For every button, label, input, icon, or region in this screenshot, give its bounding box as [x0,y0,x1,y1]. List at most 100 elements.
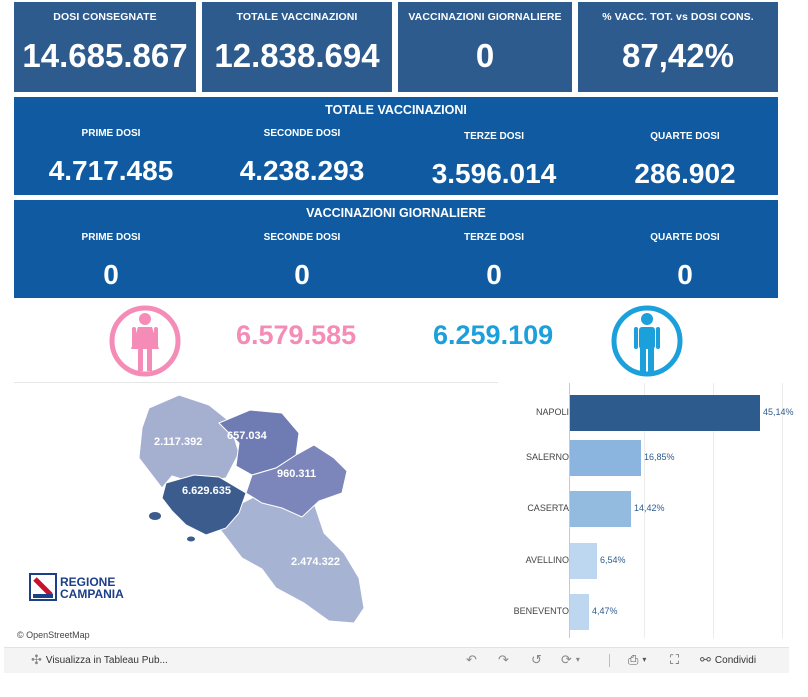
kpi-label: VACCINAZIONI GIORNALIERE [408,11,562,23]
regione-campania-logo-text: REGIONE CAMPANIA [60,576,124,600]
logo-line: CAMPANIA [60,587,124,601]
view-in-tableau-public-link[interactable]: ✣ Visualizza in Tableau Pub... [31,652,168,667]
redo-button[interactable]: ↷ [498,653,509,666]
fullscreen-button[interactable]: ⛶ [670,652,680,667]
share-label: Condividi [714,654,757,666]
kpi-dosi-consegnate: DOSI CONSEGNATE 14.685.867 [14,2,196,92]
bar-row[interactable]: BENEVENTO 4,47% [505,594,787,630]
stat-value: 0 [103,259,119,290]
bar-gridline [782,383,783,638]
toolbar-divider [609,654,610,667]
bar[interactable] [570,594,589,630]
panel-title: TOTALE VACCINAZIONI [325,103,467,117]
stat-value: 0 [677,259,693,290]
benevento-value: 657.034 [227,430,267,442]
caserta-value: 2.117.392 [154,436,203,448]
tableau-toolbar: ✣ Visualizza in Tableau Pub... ↶ ↷ ↺ ⟳ ▾ … [4,647,789,673]
bar-category-label: BENEVENTO [513,606,569,616]
stat-value: 0 [294,259,310,290]
kpi-value: 0 [475,37,495,74]
male-person-icon [611,305,683,377]
panel-title: VACCINAZIONI GIORNALIERE [306,206,486,220]
bar-row[interactable]: AVELLINO 6,54% [505,543,787,579]
napoli-value: 6.629.635 [182,485,231,497]
island-ischia[interactable] [149,512,161,520]
fullscreen-icon: ⛶ [670,652,680,667]
province-napoli[interactable] [161,474,247,536]
view-in-tableau-label: Visualizza in Tableau Pub... [45,654,168,666]
stat-value: 0 [486,259,502,290]
bar[interactable] [570,395,760,431]
island-capri[interactable] [187,536,195,542]
bar[interactable] [570,491,631,527]
revert-button[interactable]: ↺ [531,652,542,667]
prime-dosi-stat: PRIME DOSI 4.717.485 [16,128,206,187]
undo-button[interactable]: ↶ [466,653,477,666]
tableau-logo-icon: ✣ [31,652,42,667]
refresh-button[interactable]: ⟳ ▾ [561,652,580,667]
quarte-dosi-stat: QUARTE DOSI 0 [590,232,780,291]
map-attribution[interactable]: © OpenStreetMap [17,630,90,640]
bar-category-label: NAPOLI [535,407,569,417]
bar-value-label: 16,85% [644,452,675,462]
kpi-label: TOTALE VACCINAZIONI [236,11,358,23]
stat-label: PRIME DOSI [81,128,141,139]
quarte-dosi-stat: QUARTE DOSI 286.902 [590,131,780,190]
female-person-icon [109,305,181,377]
kpi-value: 12.838.694 [214,37,380,74]
bar-row[interactable]: NAPOLI 45,14% [505,395,794,431]
province-bar-chart: NAPOLI 45,14% SALERNO 16,85% CASERTA 14,42% AV… [505,383,794,638]
kpi-value: 87,42% [622,37,734,74]
female-total: 6.579.585 [236,320,357,350]
province-avellino[interactable] [245,444,348,518]
bar-value-label: 14,42% [634,503,665,513]
download-icon: ⎙ [628,652,639,667]
bar[interactable] [570,440,641,476]
bar-gridline [644,383,645,638]
bar-axis [569,383,570,638]
kpi-label: DOSI CONSEGNATE [53,11,157,23]
regione-campania-logo-icon [29,573,57,601]
prime-dosi-stat: PRIME DOSI 0 [16,232,206,291]
bar-row[interactable]: CASERTA 14,42% [505,491,787,527]
stat-value: 4.238.293 [239,155,365,186]
share-button[interactable]: ⚯ Condividi [700,652,757,667]
bar-row[interactable]: SALERNO 16,85% [505,440,787,476]
stat-label: TERZE DOSI [463,131,524,142]
bar-value-label: 45,14% [763,407,794,417]
totale-vaccinazioni-panel: TOTALE VACCINAZIONI PRIME DOSI 4.717.485… [14,97,778,195]
terze-dosi-stat: TERZE DOSI 3.596.014 [399,131,589,190]
chevron-down-icon: ▾ [575,655,580,664]
stat-label: SECONDE DOSI [263,128,341,139]
share-icon: ⚯ [700,652,711,667]
refresh-icon: ⟳ [561,652,572,667]
map-shapes [138,394,365,624]
chevron-down-icon: ▾ [642,655,647,664]
revert-icon: ↺ [531,652,542,667]
male-total: 6.259.109 [433,320,554,350]
stat-value: 286.902 [634,158,736,189]
bar-category-label: SALERNO [525,452,569,462]
bar-gridline [713,383,714,638]
campania-map[interactable]: 2.117.392 657.034 960.311 6.629.635 2.47… [14,382,498,640]
bar-category-label: AVELLINO [525,555,569,565]
bar-category-label: CASERTA [527,503,569,513]
download-button[interactable]: ⎙ ▾ [628,652,647,667]
stat-label: TERZE DOSI [463,232,524,243]
stat-value: 4.717.485 [48,155,174,186]
logo-line: REGIONE [60,575,116,589]
terze-dosi-stat: TERZE DOSI 0 [399,232,589,291]
kpi-label: % VACC. TOT. vs DOSI CONS. [602,11,754,23]
stat-label: PRIME DOSI [81,232,141,243]
avellino-value: 960.311 [277,468,317,480]
bar-value-label: 6,54% [600,555,626,565]
vaccinazioni-giornaliere-panel: VACCINAZIONI GIORNALIERE PRIME DOSI 0 SE… [14,200,778,298]
salerno-value: 2.474.322 [291,556,340,568]
kpi-totale-vaccinazioni: TOTALE VACCINAZIONI 12.838.694 [202,2,392,92]
stat-value: 3.596.014 [431,158,557,189]
stat-label: QUARTE DOSI [650,131,720,142]
province-salerno[interactable] [218,482,365,624]
kpi-vaccinazioni-giornaliere: VACCINAZIONI GIORNALIERE 0 [398,2,572,92]
seconde-dosi-stat: SECONDE DOSI 0 [207,232,397,291]
bar[interactable] [570,543,597,579]
